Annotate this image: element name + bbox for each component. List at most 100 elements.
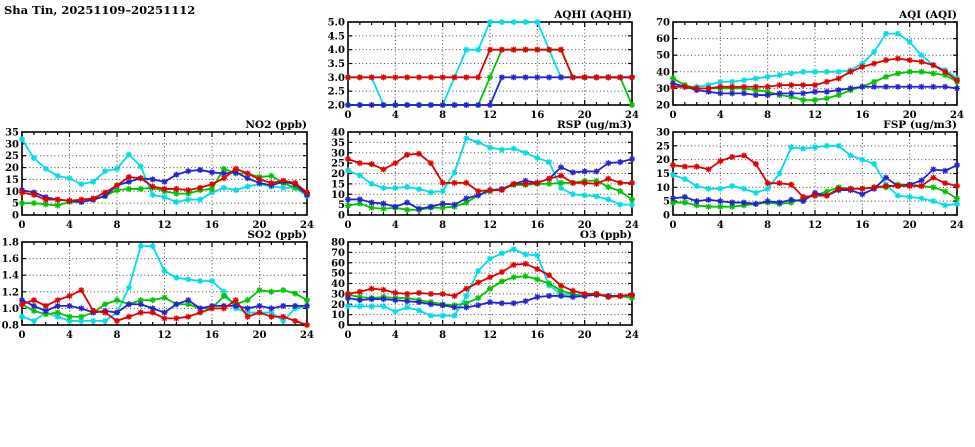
axis-ticks <box>21 131 308 216</box>
series-red <box>345 46 635 81</box>
svg-text:5.0: 5.0 <box>328 18 345 29</box>
svg-text:0: 0 <box>338 321 345 332</box>
svg-text:20: 20 <box>578 330 592 341</box>
svg-text:24: 24 <box>625 110 639 121</box>
svg-text:12: 12 <box>483 330 497 341</box>
svg-text:10: 10 <box>5 187 19 198</box>
svg-text:1.4: 1.4 <box>2 271 19 282</box>
svg-text:0: 0 <box>663 211 670 222</box>
svg-text:20: 20 <box>578 220 592 231</box>
svg-text:30: 30 <box>331 289 345 300</box>
svg-text:8: 8 <box>439 220 446 231</box>
svg-text:4: 4 <box>392 220 399 231</box>
svg-text:20: 20 <box>331 169 345 180</box>
svg-text:4: 4 <box>66 220 73 231</box>
svg-text:50: 50 <box>656 51 670 62</box>
svg-text:3.5: 3.5 <box>328 59 345 70</box>
svg-text:12: 12 <box>483 220 497 231</box>
svg-text:25: 25 <box>331 159 345 170</box>
svg-text:0: 0 <box>338 211 345 222</box>
svg-text:5: 5 <box>663 197 670 208</box>
series-markers-red <box>19 287 310 328</box>
svg-text:24: 24 <box>950 110 964 121</box>
gridlines <box>348 22 632 105</box>
svg-text:12: 12 <box>158 220 172 231</box>
svg-text:5: 5 <box>338 200 345 211</box>
svg-text:0: 0 <box>670 110 677 121</box>
svg-text:2.0: 2.0 <box>328 101 345 112</box>
svg-text:0: 0 <box>345 220 352 231</box>
chart-so2: 0.8 1.0 1.2 1.4 1.6 1.8 0 4 8 12 16 20 24 SO2 (ppb) <box>0 228 314 346</box>
gridlines <box>348 242 632 325</box>
svg-text:16: 16 <box>855 110 869 121</box>
chart-svg-fsp: 0 5 10 15 20 25 30 0 4 8 12 16 20 24 FSP (ug/m3) <box>656 119 964 231</box>
svg-text:12: 12 <box>808 110 822 121</box>
svg-text:4: 4 <box>717 110 724 121</box>
x-tick-labels: 0 4 8 12 16 20 24 <box>19 330 314 341</box>
series-cyan <box>670 142 960 209</box>
chart-svg-aqhi: 2.0 2.5 3.0 3.5 4.0 4.5 5.0 0 4 8 12 16 20 24 AQHI (AQ… <box>328 9 639 121</box>
chart-title: NO2 (ppb) <box>245 119 307 131</box>
svg-text:0: 0 <box>345 110 352 121</box>
svg-text:5: 5 <box>12 199 19 210</box>
svg-text:24: 24 <box>625 220 639 231</box>
svg-text:20: 20 <box>656 101 670 112</box>
svg-text:20: 20 <box>253 330 267 341</box>
svg-text:4: 4 <box>66 330 73 341</box>
svg-text:25: 25 <box>5 151 19 162</box>
svg-text:20: 20 <box>903 110 917 121</box>
svg-text:20: 20 <box>5 163 19 174</box>
svg-text:0: 0 <box>19 330 26 341</box>
axis-ticks <box>347 241 633 326</box>
series-markers-red <box>670 152 960 201</box>
svg-text:40: 40 <box>331 279 345 290</box>
svg-text:4: 4 <box>392 110 399 121</box>
series-red <box>19 287 310 328</box>
svg-text:0: 0 <box>12 211 19 222</box>
chart-title: SO2 (ppb) <box>247 229 307 241</box>
chart-title: AQI (AQI) <box>898 9 957 21</box>
svg-text:70: 70 <box>656 18 670 29</box>
svg-text:25: 25 <box>656 141 670 152</box>
series-markers-cyan <box>19 136 310 205</box>
svg-text:1.6: 1.6 <box>2 254 19 265</box>
svg-text:1.8: 1.8 <box>2 238 19 249</box>
svg-text:4: 4 <box>392 330 399 341</box>
svg-text:10: 10 <box>331 190 345 201</box>
svg-text:8: 8 <box>764 220 771 231</box>
chart-fsp: 0 5 10 15 20 25 30 0 4 8 12 16 20 24 FSP (ug/m3) <box>647 118 964 236</box>
x-tick-labels: 0 4 8 12 16 20 24 <box>670 110 964 121</box>
svg-text:30: 30 <box>656 84 670 95</box>
series-markers-red <box>345 260 635 300</box>
svg-text:30: 30 <box>5 139 19 150</box>
svg-text:0: 0 <box>19 220 26 231</box>
y-tick-labels: 0 5 10 15 20 25 30 <box>656 128 670 222</box>
svg-text:12: 12 <box>808 220 822 231</box>
series-markers-red <box>19 165 310 204</box>
svg-text:0: 0 <box>345 330 352 341</box>
chart-o3: 0 10 20 30 40 50 60 70 80 0 4 8 12 16 20 24 O3 (ppb) <box>322 228 639 346</box>
chart-title: O3 (ppb) <box>580 229 632 241</box>
series-red <box>670 152 960 201</box>
gridlines <box>348 132 632 215</box>
svg-text:8: 8 <box>764 110 771 121</box>
svg-text:1.0: 1.0 <box>2 304 19 315</box>
svg-text:40: 40 <box>331 128 345 139</box>
axis-ticks <box>347 131 633 216</box>
svg-text:12: 12 <box>158 330 172 341</box>
series-blue <box>19 297 310 316</box>
x-tick-labels: 0 4 8 12 16 20 24 <box>670 220 964 231</box>
chart-aqi: 20 30 40 50 60 70 0 4 8 12 16 20 24 AQI (AQI) <box>647 8 964 126</box>
series-markers-cyan <box>670 142 960 209</box>
series-red <box>345 150 635 195</box>
svg-text:1.2: 1.2 <box>2 287 19 298</box>
svg-text:20: 20 <box>903 220 917 231</box>
y-tick-labels: 2.0 2.5 3.0 3.5 4.0 4.5 5.0 <box>328 18 345 112</box>
svg-text:16: 16 <box>530 330 544 341</box>
svg-text:8: 8 <box>114 220 121 231</box>
